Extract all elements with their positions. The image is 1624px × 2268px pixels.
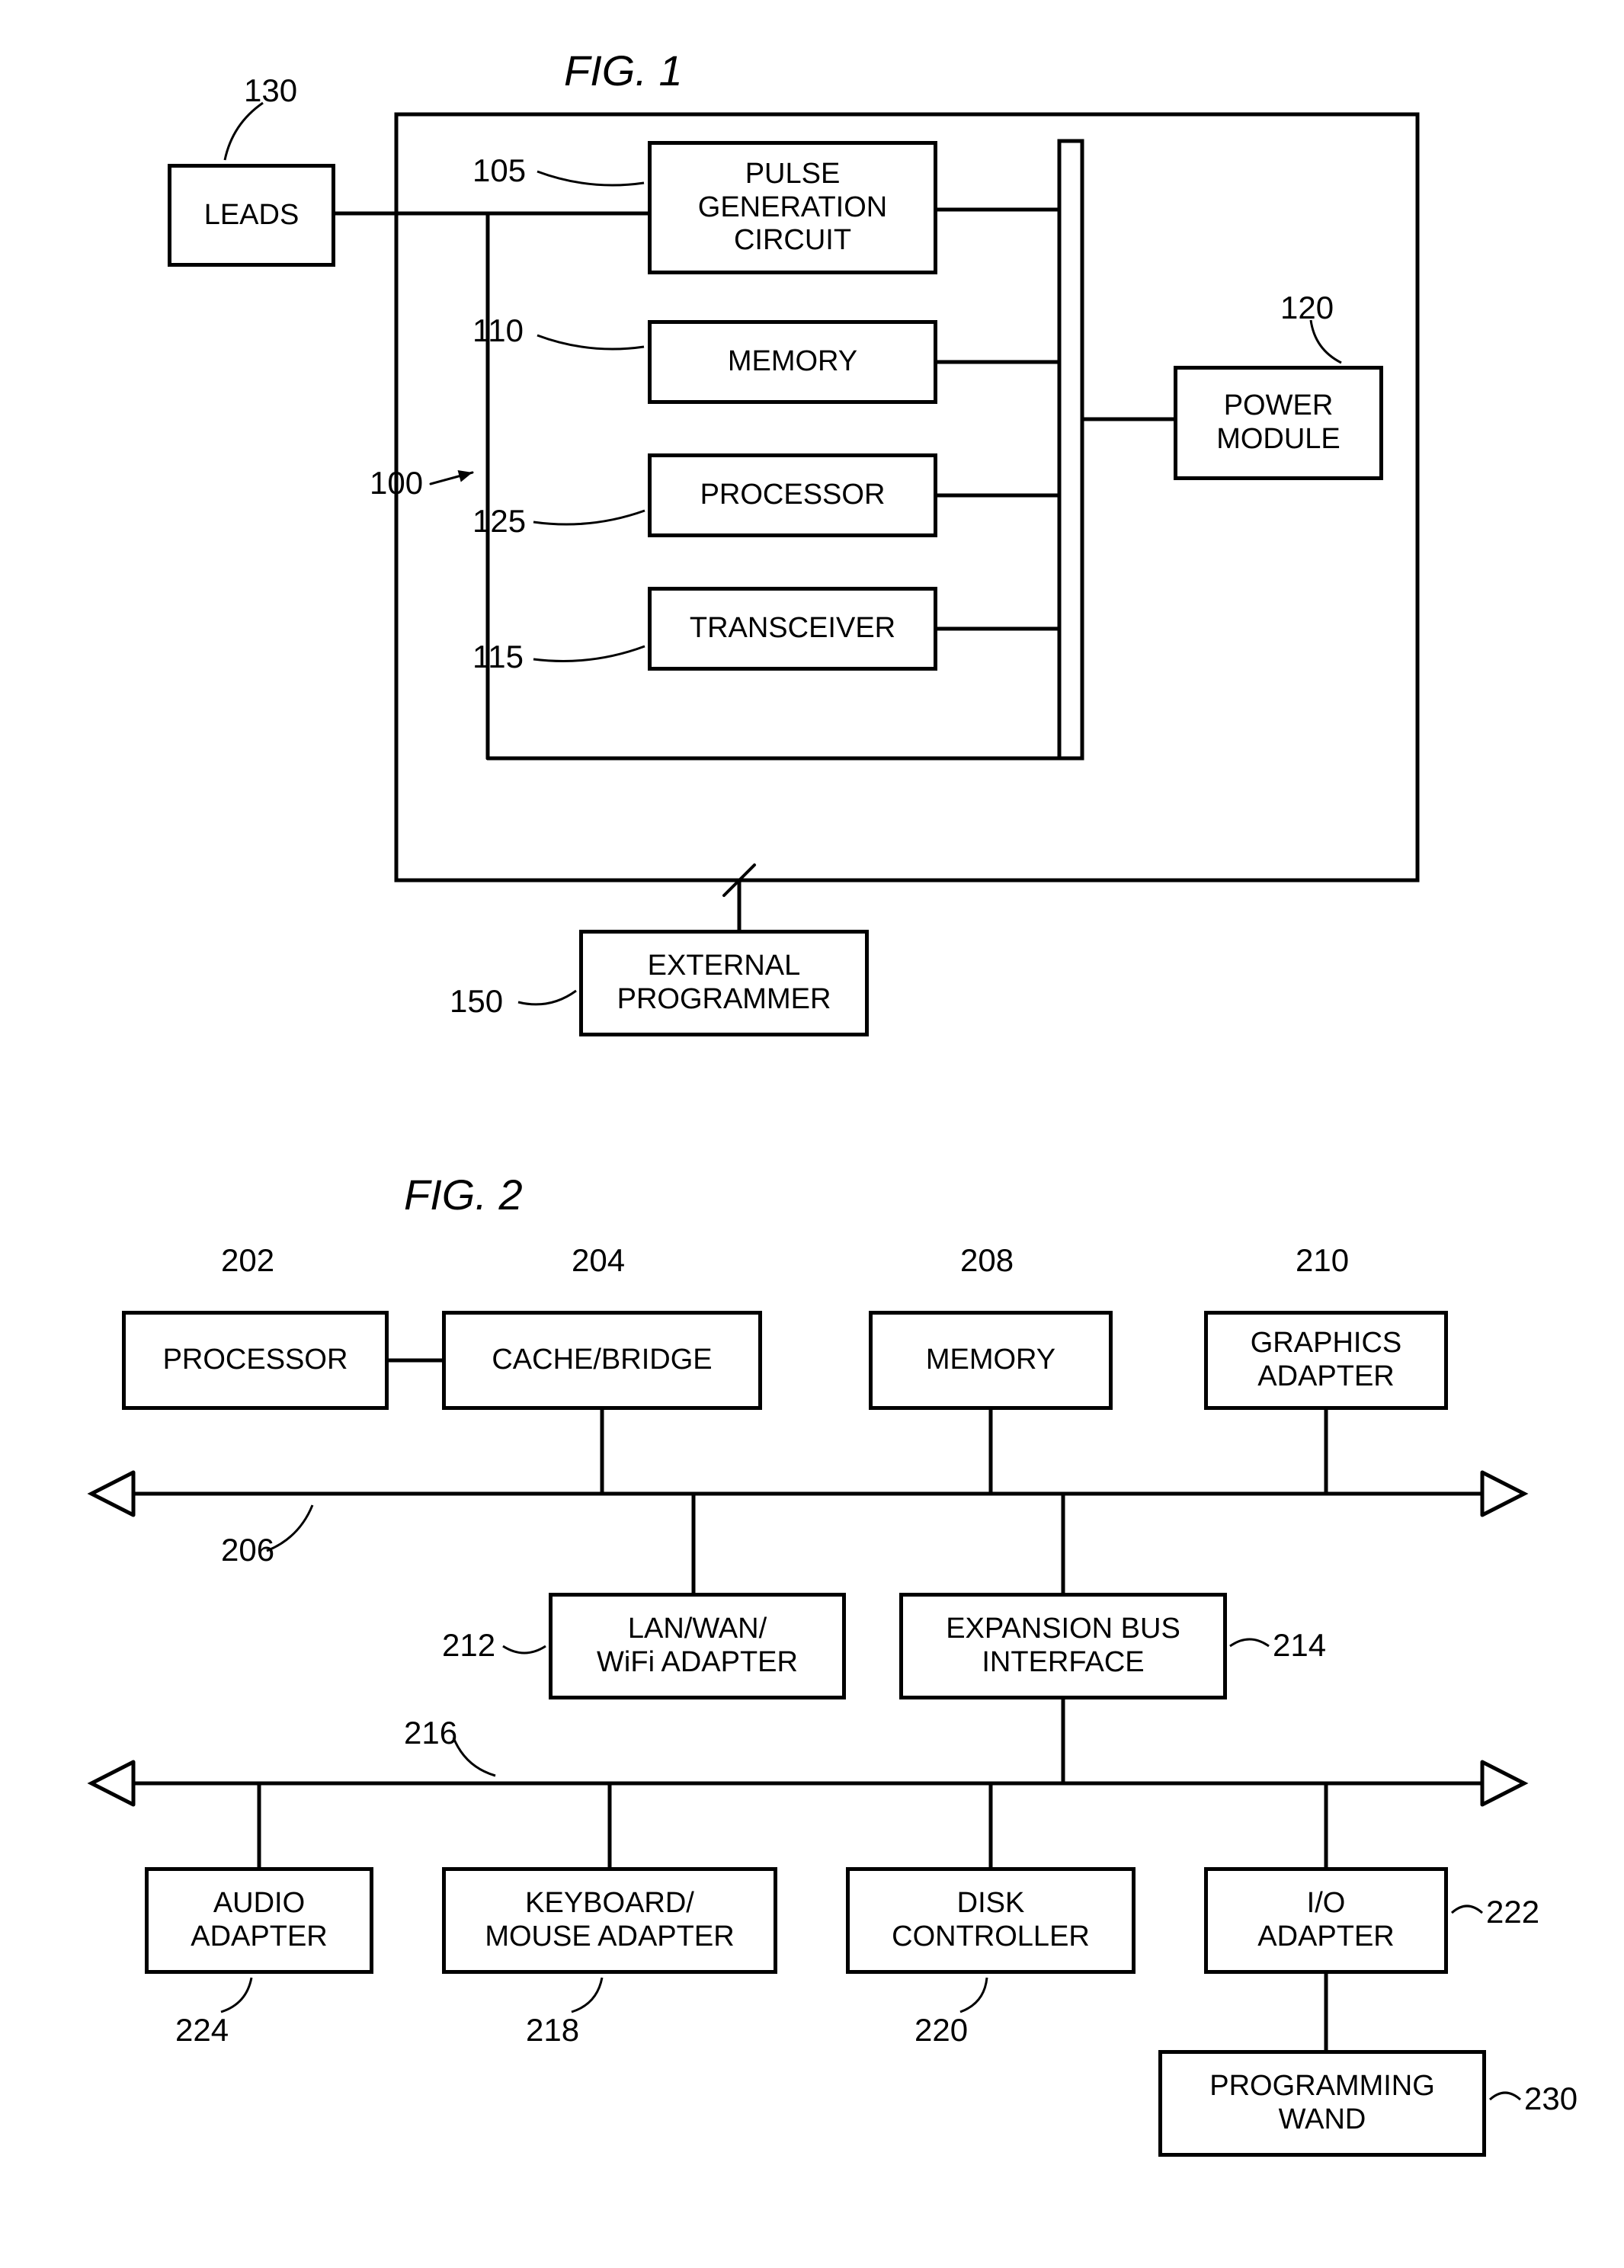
fig2-processor-box-label: PROCESSOR [163,1344,348,1377]
fig2-graphics-box: GRAPHICSADAPTER [1204,1311,1448,1410]
fig1-transceiver-box-label: TRANSCEIVER [690,612,895,645]
fig1-pulse-box-label: PULSEGENERATIONCIRCUIT [698,158,887,258]
fig1-transceiver-ref: 115 [472,639,524,675]
fig1-title: FIG. 1 [564,46,683,95]
fig1-memory-box-label: MEMORY [728,345,857,379]
fig1-leads-box-label: LEADS [204,199,299,232]
fig2-lan-box: LAN/WAN/WiFi ADAPTER [549,1593,846,1699]
fig2-io-box-label: I/OADAPTER [1257,1887,1394,1953]
fig2-audio-ref: 224 [175,2012,229,2049]
fig1-power-box: POWERMODULE [1174,366,1383,480]
fig1-processor-box-label: PROCESSOR [700,479,886,512]
fig2-processor-ref: 202 [221,1242,274,1279]
fig2-expbus-box: EXPANSION BUSINTERFACE [899,1593,1227,1699]
fig2-processor-box: PROCESSOR [122,1311,389,1410]
fig2-bus2-ref: 216 [404,1715,457,1751]
diagram-canvas: FIG. 1 LEADS 130 PULSEGENERATIONCIRCUIT 105 M… [30,30,1594,2238]
fig2-expbus-box-label: EXPANSION BUSINTERFACE [946,1613,1180,1679]
fig2-audio-box-label: AUDIOADAPTER [191,1887,327,1953]
fig1-power-ref: 120 [1280,290,1334,326]
fig2-memory-box-label: MEMORY [926,1344,1055,1377]
fig2-bus1-ref: 206 [221,1532,274,1568]
fig2-lan-ref: 212 [442,1627,495,1664]
fig2-disk-box: DISKCONTROLLER [846,1867,1136,1974]
fig1-memory-box: MEMORY [648,320,937,404]
fig1-ext_prog-box-label: EXTERNALPROGRAMMER [617,950,831,1016]
fig1-ext_prog-ref: 150 [450,983,503,1020]
fig2-title: FIG. 2 [404,1170,523,1219]
fig2-cache-box: CACHE/BRIDGE [442,1311,762,1410]
fig2-memory-ref: 208 [960,1242,1014,1279]
fig1-ext_prog-box: EXTERNALPROGRAMMER [579,930,869,1036]
fig2-io-box: I/OADAPTER [1204,1867,1448,1974]
fig1-ref-100: 100 [370,465,423,501]
fig1-processor-ref: 125 [472,503,526,540]
fig2-kbm-box-label: KEYBOARD/MOUSE ADAPTER [485,1887,734,1953]
fig1-transceiver-box: TRANSCEIVER [648,587,937,671]
fig1-leads-box: LEADS [168,164,335,267]
fig2-io-ref: 222 [1486,1894,1539,1930]
fig2-wand-ref: 230 [1524,2081,1578,2117]
fig2-wand-box: PROGRAMMINGWAND [1158,2050,1486,2157]
fig2-disk-box-label: DISKCONTROLLER [892,1887,1090,1953]
fig2-kbm-ref: 218 [526,2012,579,2049]
fig1-pulse-box: PULSEGENERATIONCIRCUIT [648,141,937,274]
fig2-cache-ref: 204 [572,1242,625,1279]
fig2-cache-box-label: CACHE/BRIDGE [492,1344,712,1377]
fig2-memory-box: MEMORY [869,1311,1113,1410]
fig2-expbus-ref: 214 [1273,1627,1326,1664]
fig1-processor-box: PROCESSOR [648,453,937,537]
fig2-disk-ref: 220 [915,2012,968,2049]
fig2-wand-box-label: PROGRAMMINGWAND [1209,2070,1435,2136]
fig1-power-box-label: POWERMODULE [1216,389,1341,456]
fig1-memory-ref: 110 [472,312,524,349]
fig2-graphics-box-label: GRAPHICSADAPTER [1251,1327,1401,1393]
fig2-lan-box-label: LAN/WAN/WiFi ADAPTER [597,1613,798,1679]
fig1-pulse-ref: 105 [472,152,526,189]
fig2-kbm-box: KEYBOARD/MOUSE ADAPTER [442,1867,777,1974]
fig1-leads-ref: 130 [244,72,297,109]
fig2-graphics-ref: 210 [1296,1242,1349,1279]
fig2-audio-box: AUDIOADAPTER [145,1867,373,1974]
